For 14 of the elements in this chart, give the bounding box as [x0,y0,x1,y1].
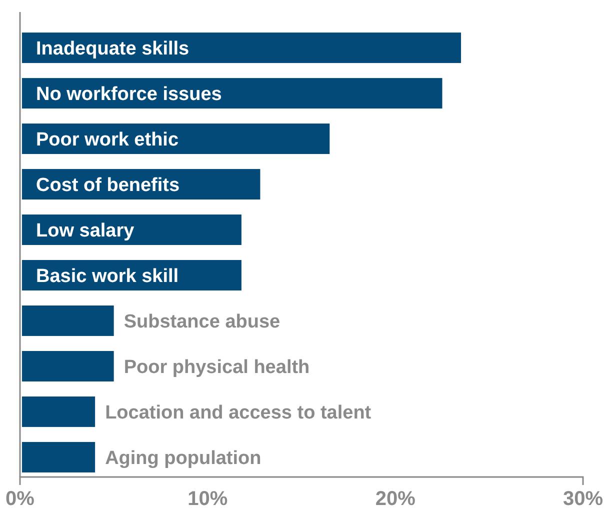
y-tick-label: Cost of benefits [36,174,180,196]
x-tick-label: 30% [562,488,604,510]
y-tick-label: Aging population [105,448,262,469]
x-tick-label: 20% [375,488,416,510]
y-tick-label: No workforce issues [36,84,222,105]
x-tick-label: 10% [188,488,228,510]
y-tick-label: Basic work skill [36,266,179,287]
y-tick-label: Location and access to talent [105,402,372,424]
y-tick-label: Substance abuse [124,311,280,332]
y-tick-label: Poor physical health [124,356,310,378]
y-tick-label: Inadequate skills [36,38,190,60]
x-tick-label: 0% [6,488,35,510]
y-tick-label: Low salary [36,220,135,242]
y-tick-label: Poor work ethic [36,129,179,150]
